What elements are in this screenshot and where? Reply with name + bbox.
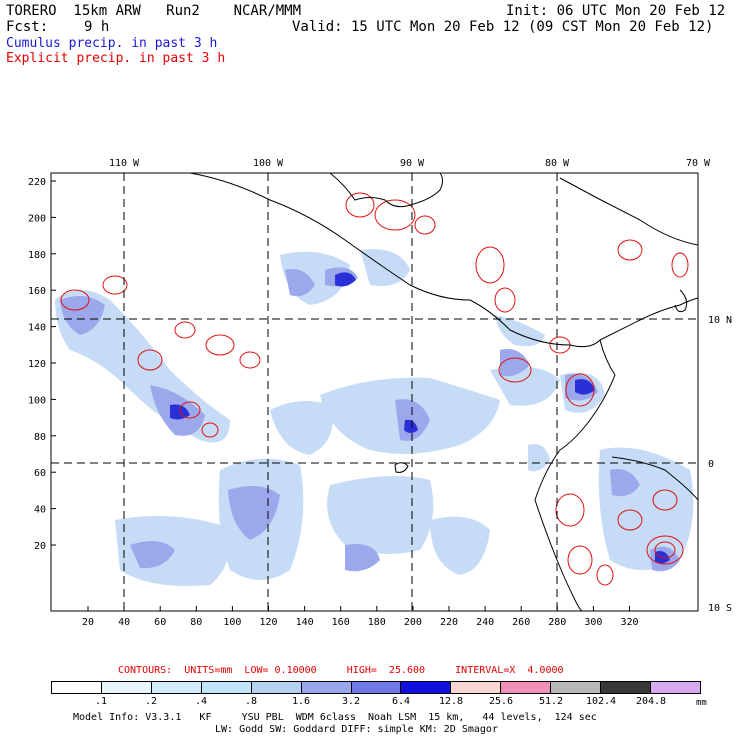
colorbar-swatch	[651, 682, 700, 693]
colorbar	[51, 681, 701, 694]
x-tick-label: 180	[368, 617, 386, 628]
x-tick-label: 80	[190, 617, 202, 628]
x-tick-label: 40	[118, 617, 130, 628]
y-tick-label: 160	[28, 286, 46, 297]
colorbar-label: 102.4	[585, 696, 617, 707]
colorbar-label: .8	[244, 696, 258, 707]
lat-label: 10 S	[708, 603, 732, 614]
lat-label: 0	[708, 459, 714, 470]
y-tick-label: 200	[28, 213, 46, 224]
colorbar-swatch	[451, 682, 502, 693]
colorbar-label: .1	[94, 696, 108, 707]
colorbar-label: 25.6	[488, 696, 514, 707]
explicit-legend: Explicit precip. in past 3 h	[6, 51, 226, 66]
x-tick-label: 280	[548, 617, 566, 628]
lat-lon-grid	[51, 173, 698, 611]
y-tick-label: 100	[28, 395, 46, 406]
y-tick-label: 220	[28, 177, 46, 188]
colorbar-swatch	[101, 682, 152, 693]
x-tick-label: 220	[440, 617, 458, 628]
lon-label: 70 W	[686, 158, 711, 169]
colorbar-swatch	[301, 682, 352, 693]
x-tick-label: 200	[404, 617, 422, 628]
valid-time: Valid: 15 UTC Mon 20 Feb 12 (09 CST Mon …	[292, 19, 714, 35]
model-info: Model Info: V3.3.1 KF YSU PBL WDM 6class…	[73, 712, 597, 723]
x-tick-label: 260	[512, 617, 530, 628]
y-tick-label: 20	[34, 541, 46, 552]
x-tick-label: 100	[223, 617, 241, 628]
colorbar-label: .4	[194, 696, 208, 707]
lon-label: 100 W	[253, 158, 284, 169]
lon-label: 80 W	[545, 158, 570, 169]
colorbar-label: .2	[144, 696, 158, 707]
lat-label: 10 N	[708, 315, 732, 326]
axis-ticks	[51, 180, 630, 611]
x-tick-label: 240	[476, 617, 494, 628]
contour-info: CONTOURS: UNITS=mm LOW= 0.10000 HIGH= 25…	[118, 665, 564, 676]
model-title: TORERO 15km ARW Run2 NCAR/MMM	[6, 3, 302, 19]
colorbar-swatch	[52, 682, 102, 693]
colorbar-label: 1.6	[291, 696, 311, 707]
x-tick-label: 60	[154, 617, 166, 628]
physics-info: LW: Godd SW: Goddard DIFF: simple KM: 2D…	[215, 724, 498, 735]
colorbar-unit: mm	[696, 698, 707, 708]
x-tick-label: 20	[82, 617, 94, 628]
fcst-label: Fcst:	[6, 19, 49, 35]
colorbar-label: 12.8	[438, 696, 464, 707]
y-tick-label: 180	[28, 250, 46, 261]
colorbar-label: 51.2	[538, 696, 564, 707]
colorbar-label: 3.2	[341, 696, 361, 707]
y-tick-label: 140	[28, 323, 46, 334]
colorbar-label: 204.8	[635, 696, 667, 707]
colorbar-swatch	[351, 682, 402, 693]
lon-label: 90 W	[400, 158, 425, 169]
cumulus-legend: Cumulus precip. in past 3 h	[6, 36, 218, 51]
y-tick-label: 60	[34, 468, 46, 479]
axis-labels: 220 200 180 160 140 120 100 80 60 40 20 20 40 60 80 100…	[28, 158, 732, 628]
colorbar-swatch	[151, 682, 202, 693]
colorbar-swatch	[501, 682, 552, 693]
colorbar-swatch	[201, 682, 252, 693]
x-tick-label: 300	[584, 617, 602, 628]
lon-label: 110 W	[109, 158, 140, 169]
colorbar-swatch	[251, 682, 302, 693]
map-frame	[50, 172, 699, 612]
fcst-value: 9 h	[84, 19, 110, 35]
y-tick-label: 120	[28, 359, 46, 370]
colorbar-swatch	[401, 682, 452, 693]
colorbar-labels: .1 .2 .4 .8 1.6 3.2 6.4 12.8 25.6 51.2 102.4 204.8	[51, 696, 701, 708]
explicit-precip-contours	[60, 192, 689, 586]
colorbar-swatch	[601, 682, 652, 693]
cumulus-precip-light	[55, 249, 694, 586]
x-tick-label: 140	[296, 617, 314, 628]
colorbar-label: 6.4	[391, 696, 411, 707]
x-tick-label: 160	[332, 617, 350, 628]
x-tick-label: 320	[620, 617, 638, 628]
coastlines	[189, 172, 699, 612]
init-time: Init: 06 UTC Mon 20 Feb 12	[506, 3, 726, 19]
y-tick-label: 80	[34, 432, 46, 443]
y-tick-label: 40	[34, 505, 46, 516]
colorbar-swatch	[551, 682, 602, 693]
cumulus-precip-dark	[170, 272, 670, 564]
x-tick-label: 120	[259, 617, 277, 628]
